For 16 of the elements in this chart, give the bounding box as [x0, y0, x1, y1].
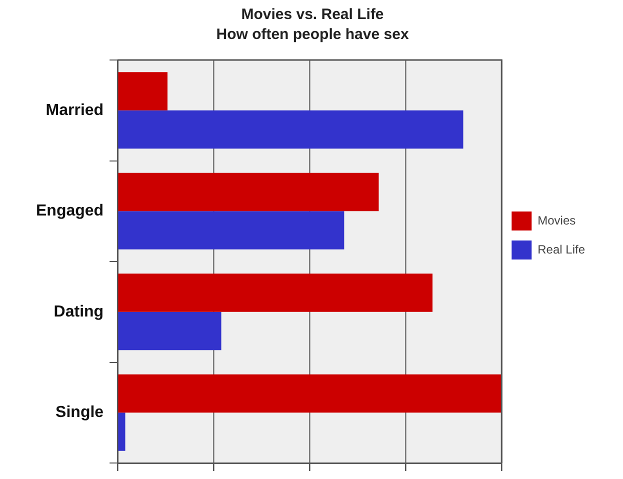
y-tick-label: Married: [46, 102, 104, 119]
y-tick-label: Dating: [54, 303, 104, 320]
bar: [118, 110, 464, 149]
chart-title: Movies vs. Real Life: [241, 6, 384, 24]
bar: [118, 172, 379, 212]
y-tick-label: Single: [56, 404, 104, 422]
bar: [118, 211, 344, 250]
legend-label: Real Life: [538, 242, 586, 256]
bar: [118, 274, 433, 312]
bar: [118, 312, 222, 350]
y-tick-label: Engaged: [36, 202, 104, 220]
bar: [118, 412, 126, 451]
legend-label: Movies: [538, 213, 576, 228]
bar: [118, 72, 168, 110]
chart-subtitle: How often people have sex: [216, 26, 410, 44]
bar: [118, 374, 502, 413]
